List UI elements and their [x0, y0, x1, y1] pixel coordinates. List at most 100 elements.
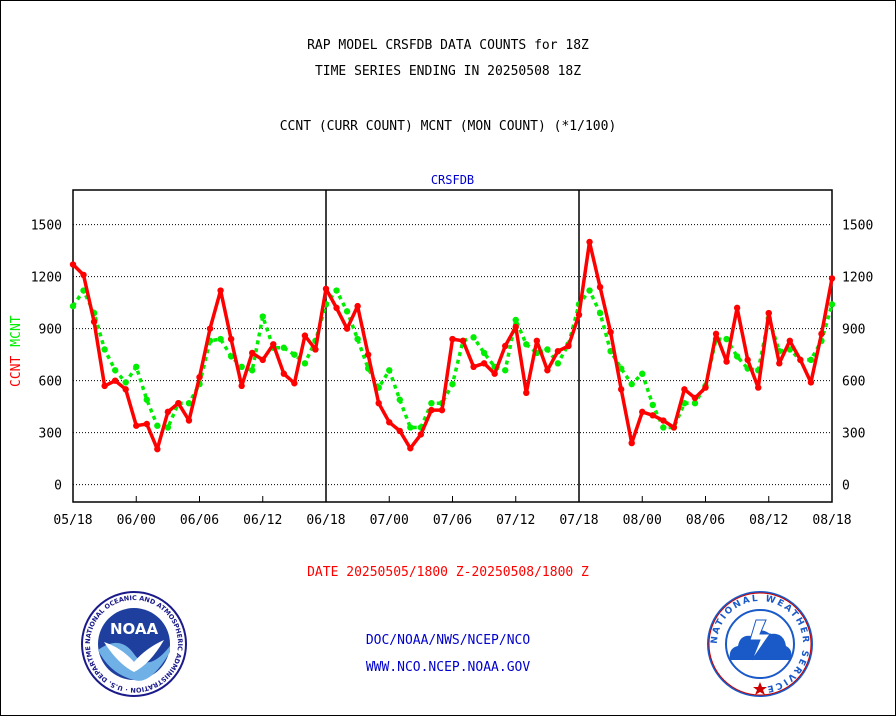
x-tick-label: 07/12 [496, 513, 535, 528]
y-tick-label-left: 1500 [31, 219, 62, 234]
chart-subtitle: CCNT (CURR COUNT) MCNT (MON COUNT) (*1/1… [279, 119, 617, 134]
data-point-mcnt [249, 367, 256, 374]
data-point-ccnt [818, 330, 825, 338]
x-tick-label: 08/18 [812, 513, 851, 528]
data-point-ccnt [480, 360, 488, 367]
data-point-mcnt [227, 353, 235, 360]
data-point-mcnt [617, 365, 625, 372]
data-point-ccnt [544, 367, 551, 374]
data-point-ccnt [133, 422, 140, 429]
data-point-mcnt [807, 356, 815, 364]
x-tick-label: 07/18 [559, 513, 598, 528]
data-point-ccnt [69, 261, 77, 268]
data-point-ccnt [143, 420, 150, 428]
data-point-ccnt [206, 325, 214, 332]
data-point-mcnt [523, 341, 530, 348]
data-point-ccnt [691, 394, 699, 402]
data-point-ccnt [164, 408, 172, 416]
data-point-mcnt [639, 370, 646, 377]
data-point-mcnt [185, 400, 193, 407]
data-point-ccnt [744, 356, 751, 364]
data-point-mcnt [480, 349, 488, 357]
data-point-ccnt [438, 406, 446, 414]
data-point-ccnt [596, 283, 604, 291]
data-point-mcnt [354, 335, 361, 343]
data-point-ccnt [470, 363, 477, 370]
data-point-ccnt [533, 337, 541, 344]
y-axis-title-ccnt: CCNT [9, 356, 24, 387]
data-point-ccnt [196, 374, 203, 381]
data-point-ccnt [175, 400, 182, 407]
data-point-ccnt [322, 285, 330, 292]
y-axis-title-mcnt: MCNT [9, 315, 24, 346]
data-point-mcnt [143, 396, 150, 403]
data-point-ccnt [80, 271, 87, 279]
data-point-ccnt [333, 304, 340, 312]
data-point-mcnt [333, 287, 340, 294]
x-tick-label: 05/18 [53, 513, 92, 528]
y-tick-label-left: 0 [54, 479, 62, 494]
x-tick-label: 06/12 [243, 513, 282, 528]
noaa-logo: NATIONAL OCEANIC AND ATMOSPHERIC ADMINIS… [80, 590, 187, 697]
data-point-mcnt [723, 335, 730, 343]
data-point-ccnt [523, 389, 530, 396]
data-point-ccnt [628, 439, 635, 447]
data-point-ccnt [617, 386, 625, 393]
time-series-chart: 0 0 300 300 600 600 900 900 1200 1200 1500 1500 05/1… [9, 173, 873, 528]
x-tick-label: 06/06 [180, 513, 219, 528]
data-point-ccnt [755, 384, 762, 391]
data-point-ccnt [291, 380, 298, 387]
noaa-logo-text: NOAA [110, 620, 159, 638]
data-point-ccnt [185, 417, 193, 424]
data-point-ccnt [343, 325, 351, 332]
data-point-mcnt [259, 313, 266, 320]
data-point-mcnt [649, 401, 656, 409]
data-point-mcnt [449, 380, 456, 388]
data-point-mcnt [238, 363, 245, 370]
x-tick-label: 07/00 [370, 513, 409, 528]
website-link[interactable]: WWW.NCO.NCEP.NOAA.GOV [365, 660, 531, 675]
data-point-ccnt [449, 335, 456, 343]
data-point-mcnt [154, 422, 161, 429]
data-point-ccnt [491, 370, 498, 377]
data-point-mcnt [733, 353, 741, 360]
x-tick-label: 08/00 [623, 513, 662, 528]
data-point-mcnt [133, 363, 140, 370]
plot-area-frame [72, 189, 833, 503]
y-tick-label-left: 900 [39, 323, 62, 338]
series-line-mcnt [71, 288, 834, 430]
data-point-mcnt [164, 424, 172, 431]
org-path-link[interactable]: DOC/NOAA/NWS/NCEP/NCO [365, 633, 531, 648]
data-point-mcnt [628, 380, 635, 388]
plot-label: CRSFDB [431, 173, 474, 187]
data-point-ccnt [776, 360, 783, 367]
data-point-ccnt [554, 348, 562, 355]
y-tick-label-left: 1200 [31, 271, 62, 286]
data-point-ccnt [712, 330, 720, 338]
data-point-mcnt [386, 367, 393, 374]
data-point-mcnt [407, 424, 414, 431]
data-point-ccnt [639, 408, 646, 416]
y-tick-label-right: 600 [842, 375, 865, 390]
data-point-ccnt [765, 309, 772, 317]
data-point-ccnt [375, 400, 382, 407]
data-point-ccnt [396, 427, 403, 435]
data-point-mcnt [291, 351, 298, 358]
data-point-ccnt [122, 386, 129, 393]
data-point-mcnt [396, 396, 403, 403]
data-point-mcnt [596, 309, 604, 317]
data-point-ccnt [702, 384, 709, 391]
series-line-ccnt [71, 240, 834, 451]
x-tick-label: 06/18 [306, 513, 345, 528]
data-point-mcnt [586, 287, 593, 294]
data-point-ccnt [797, 356, 804, 364]
data-point-ccnt [565, 342, 572, 350]
data-point-ccnt [354, 302, 361, 310]
data-point-ccnt [428, 406, 435, 414]
data-point-mcnt [502, 367, 509, 374]
data-point-ccnt [586, 238, 593, 246]
data-point-ccnt [154, 445, 161, 453]
data-point-mcnt [660, 424, 667, 431]
y-tick-label-right: 1200 [842, 271, 873, 286]
data-point-mcnt [122, 379, 129, 386]
